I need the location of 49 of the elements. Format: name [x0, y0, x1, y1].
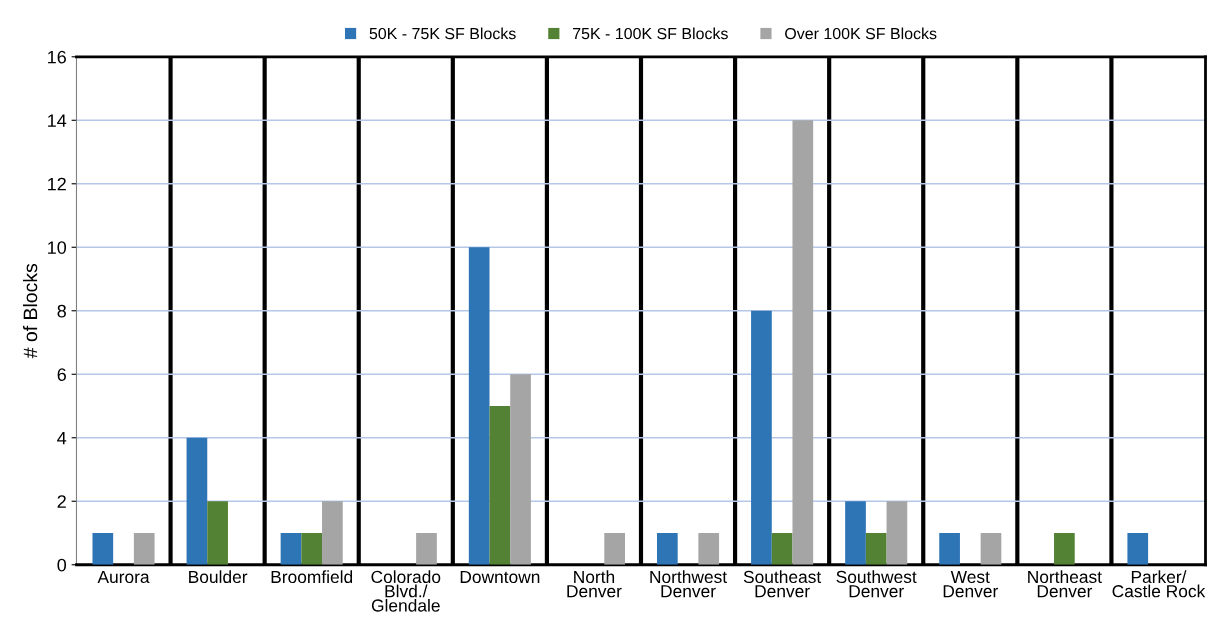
x-tick-label: West Denver [943, 570, 998, 598]
y-tick-label: 8 [57, 304, 66, 318]
x-tick-label: Northeast Denver [1028, 570, 1102, 598]
bar [322, 501, 343, 565]
legend-label: 75K - 100K SF Blocks [573, 27, 728, 40]
y-tick-label: 10 [48, 241, 67, 254]
y-axis-title: # of Blocks [23, 263, 38, 359]
bar [698, 533, 720, 565]
bar [980, 533, 1002, 565]
bar [468, 247, 490, 565]
x-tick-label: Southeast Denver [743, 570, 822, 598]
bar [1054, 533, 1075, 565]
x-tick-label: Northwest Denver [650, 570, 727, 598]
bar [1127, 533, 1149, 565]
x-tick-label: Downtown [460, 570, 540, 584]
x-tick-label: Southwest Denver [836, 570, 917, 598]
bar [771, 533, 793, 565]
y-tick-label: 4 [57, 431, 67, 445]
x-tick-label: Broomfield [271, 570, 353, 584]
bar [416, 533, 437, 565]
bar [751, 310, 772, 565]
y-tick-label: 12 [48, 177, 66, 191]
bar [792, 120, 814, 565]
bar [604, 533, 625, 565]
bar [92, 533, 114, 565]
y-tick-label: 14 [48, 114, 67, 127]
bar [845, 501, 866, 565]
y-tick-label: 0 [57, 558, 67, 572]
bar [301, 533, 323, 565]
bar [656, 533, 678, 565]
y-tick-label: 6 [57, 368, 66, 381]
y-tick-label: 2 [57, 495, 66, 508]
bar [489, 406, 511, 565]
y-tick-label: 16 [48, 50, 66, 64]
x-tick-label: Colorado Blvd./ Glendale [371, 570, 441, 612]
bar [865, 533, 887, 565]
bar [186, 437, 208, 565]
x-tick-label: Aurora [97, 570, 150, 584]
legend-label: 50K - 75K SF Blocks [369, 27, 516, 40]
bar [280, 533, 302, 565]
bar [133, 533, 155, 565]
x-tick-label: North Denver [567, 570, 622, 598]
bar [886, 501, 908, 565]
bar [207, 501, 228, 565]
bar [510, 374, 531, 565]
x-tick-label: Boulder [189, 570, 248, 584]
legend-label: Over 100K SF Blocks [785, 27, 937, 40]
x-tick-label: Parker/ Castle Rock [1112, 570, 1206, 598]
bar [939, 533, 960, 565]
